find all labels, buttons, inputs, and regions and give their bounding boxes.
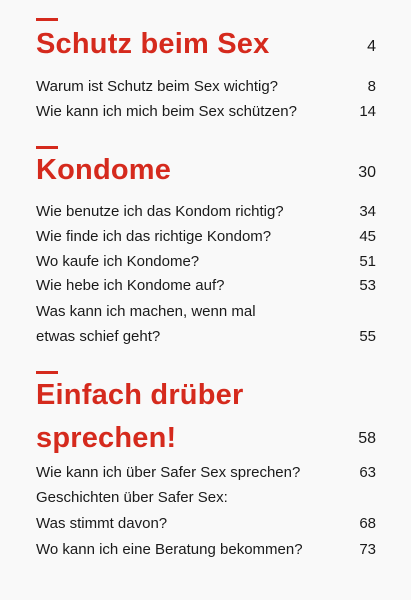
toc-entry[interactable]: Wie hebe ich Kondome auf? 53 bbox=[36, 276, 376, 296]
toc-entry-title: Wie finde ich das richtige Kondom? bbox=[36, 228, 272, 245]
toc-entry-title: Wo kaufe ich Kondome? bbox=[36, 253, 200, 270]
toc-entry[interactable]: Geschichten über Safer Sex: Was stimmt d… bbox=[36, 488, 376, 534]
section-heading-line: Kondome bbox=[36, 154, 172, 186]
toc-entry[interactable]: Wie benutze ich das Kondom richtig? 34 bbox=[36, 202, 376, 222]
toc-entry-page: 8 bbox=[367, 78, 376, 95]
section-heading: Einfach drüber sprechen! bbox=[36, 377, 243, 457]
toc-entry-title: Wie kann ich über Safer Sex sprechen? bbox=[36, 464, 301, 481]
toc-entry-page: 34 bbox=[359, 203, 376, 220]
section-page-number: 4 bbox=[367, 38, 376, 55]
toc-entry-title: Wie hebe ich Kondome auf? bbox=[36, 277, 225, 294]
section-page-number: 58 bbox=[358, 430, 376, 447]
toc-entry[interactable]: Warum ist Schutz beim Sex wichtig? 8 bbox=[36, 77, 376, 97]
toc-entry-title: Warum ist Schutz beim Sex wichtig? bbox=[36, 78, 279, 95]
section-heading-line: Schutz beim Sex bbox=[36, 28, 270, 60]
toc-entry-page: 45 bbox=[359, 228, 376, 245]
toc-entry-title: Wie benutze ich das Kondom richtig? bbox=[36, 203, 284, 220]
toc-entry-title-continued: etwas schief geht? bbox=[36, 328, 161, 345]
toc-entry[interactable]: Was kann ich machen, wenn mal etwas schi… bbox=[36, 302, 376, 347]
toc-entry-page: 63 bbox=[359, 464, 376, 481]
section-heading: Kondome bbox=[36, 152, 171, 189]
toc-entry[interactable]: Wo kaufe ich Kondome? 51 bbox=[36, 252, 376, 272]
section-heading-line: sprechen! bbox=[36, 422, 177, 454]
section-heading: Schutz beim Sex bbox=[36, 26, 269, 63]
toc-entry[interactable]: Wie finde ich das richtige Kondom? 45 bbox=[36, 227, 376, 247]
toc-entry-page: 68 bbox=[359, 515, 376, 532]
toc-entry-page: 55 bbox=[359, 328, 376, 345]
toc-entry-page: 73 bbox=[359, 541, 376, 558]
toc-entry-page: 53 bbox=[359, 277, 376, 294]
section-accent-bar bbox=[36, 18, 58, 21]
section-accent-bar bbox=[36, 146, 58, 149]
section-page-number: 30 bbox=[358, 164, 376, 181]
toc-entry-page: 51 bbox=[359, 253, 376, 270]
section-heading-line: Einfach drüber bbox=[36, 379, 244, 411]
toc-entry-title: Wie kann ich mich beim Sex schützen? bbox=[36, 103, 297, 120]
section-accent-bar bbox=[36, 371, 58, 374]
toc-entry-title: Was kann ich machen, wenn mal bbox=[36, 303, 256, 320]
toc-entry[interactable]: Wo kann ich eine Beratung bekommen? 73 bbox=[36, 540, 376, 560]
toc-entry-title-continued: Was stimmt davon? bbox=[36, 515, 168, 532]
toc-entry-title: Wo kann ich eine Beratung bekommen? bbox=[36, 541, 303, 558]
toc-entry[interactable]: Wie kann ich über Safer Sex sprechen? 63 bbox=[36, 463, 376, 483]
toc-entry-title: Geschichten über Safer Sex: bbox=[36, 489, 228, 506]
toc-entry-page: 14 bbox=[359, 103, 376, 120]
toc-entry[interactable]: Wie kann ich mich beim Sex schützen? 14 bbox=[36, 102, 376, 122]
